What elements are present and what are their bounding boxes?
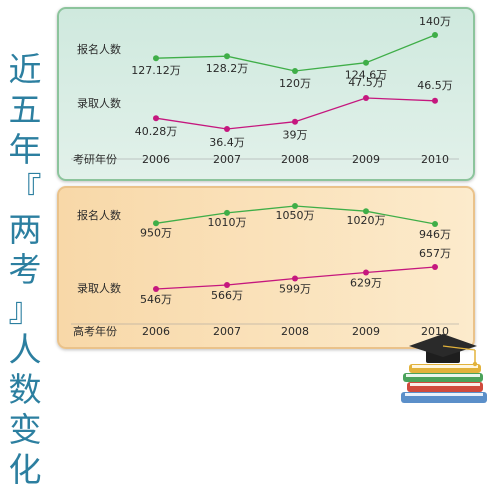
data-point xyxy=(153,55,159,62)
data-label: 127.12万 xyxy=(131,64,181,77)
data-point xyxy=(363,95,369,101)
data-point xyxy=(363,269,369,276)
series-label: 录取人数 xyxy=(77,282,121,295)
data-point xyxy=(432,32,438,38)
data-point xyxy=(224,209,230,216)
side-title-char: 两 xyxy=(8,210,42,249)
data-label: 657万 xyxy=(419,247,451,260)
data-point xyxy=(224,53,230,60)
side-title-char: 人 xyxy=(8,330,42,369)
x-tick-label: 2008 xyxy=(281,153,309,166)
data-point xyxy=(432,97,438,104)
series-label: 报名人数 xyxy=(77,208,121,222)
data-label: 946万 xyxy=(419,228,451,241)
data-point xyxy=(224,126,230,132)
data-label: 546万 xyxy=(140,293,172,306)
side-title: 近五年『两考』人数变化 xyxy=(2,50,48,490)
x-tick-label: 2006 xyxy=(142,325,170,338)
data-label: 629万 xyxy=(350,277,382,290)
x-tick-label: 2010 xyxy=(421,153,449,166)
series-label: 报名人数 xyxy=(77,42,121,56)
data-label: 47.5万 xyxy=(348,76,384,89)
series-line xyxy=(155,34,436,72)
side-title-char: 数 xyxy=(8,370,42,409)
x-tick-label: 2008 xyxy=(281,325,309,338)
x-tick-label: 2007 xyxy=(213,325,241,338)
gaokao-chart: 高考年份 2006 2007 2008 2009 2010报名人数950万1010万105… xyxy=(71,203,459,338)
x-tick-label: 2009 xyxy=(352,325,380,338)
data-point xyxy=(153,115,159,122)
data-label: 1010万 xyxy=(208,216,247,229)
kaoyan-chart-panel: 考研年份 2006 2007 2008 2009 2010 报名人数 127.12万 128.2… xyxy=(57,7,475,181)
axis-label: 高考年份 xyxy=(73,324,117,338)
data-point xyxy=(153,286,159,292)
data-label: 950万 xyxy=(140,226,172,239)
books-graduation-cap-icon xyxy=(401,334,487,403)
data-label: 1020万 xyxy=(347,214,386,227)
data-point xyxy=(292,118,298,125)
gaokao-chart-panel: 高考年份 2006 2007 2008 2009 2010 报名人数 950万 1010万 105… xyxy=(57,186,475,349)
side-title-char: 』 xyxy=(8,290,42,329)
side-title-char: 五 xyxy=(8,90,42,129)
data-label: 39万 xyxy=(283,129,308,142)
data-label: 1050万 xyxy=(276,209,315,222)
data-point xyxy=(363,59,369,66)
side-title-char: 年 xyxy=(8,130,42,169)
x-tick-label: 2009 xyxy=(352,153,380,166)
data-point xyxy=(432,264,438,270)
data-label: 599万 xyxy=(279,283,311,296)
axis-label: 考研年份 xyxy=(73,152,117,166)
x-tick-label: 2007 xyxy=(213,153,241,166)
data-point xyxy=(432,221,438,227)
data-point xyxy=(363,208,369,215)
side-title-char: 化 xyxy=(8,450,42,489)
side-title-char: 『 xyxy=(8,170,42,209)
kaoyan-chart: 考研年份 2006 2007 2008 2009 2010 报名人数 127.12万 128.2… xyxy=(71,15,459,166)
data-label: 120万 xyxy=(279,77,311,90)
data-point xyxy=(292,68,298,74)
side-title-char: 考 xyxy=(8,250,42,289)
data-point xyxy=(292,203,298,209)
data-point xyxy=(224,282,230,288)
data-point xyxy=(153,220,159,227)
series-label: 录取人数 xyxy=(77,97,121,110)
side-title-char: 近 xyxy=(8,50,42,89)
x-tick-label: 2006 xyxy=(142,153,170,166)
data-label: 140万 xyxy=(419,15,451,28)
data-label: 128.2万 xyxy=(206,62,249,75)
data-point xyxy=(292,275,298,282)
data-label: 46.5万 xyxy=(417,79,453,92)
data-label: 40.28万 xyxy=(135,125,178,138)
data-label: 36.4万 xyxy=(209,136,245,149)
data-label: 566万 xyxy=(211,289,243,302)
data-label: 124.6万 xyxy=(345,69,388,82)
side-title-char: 变 xyxy=(8,410,42,449)
